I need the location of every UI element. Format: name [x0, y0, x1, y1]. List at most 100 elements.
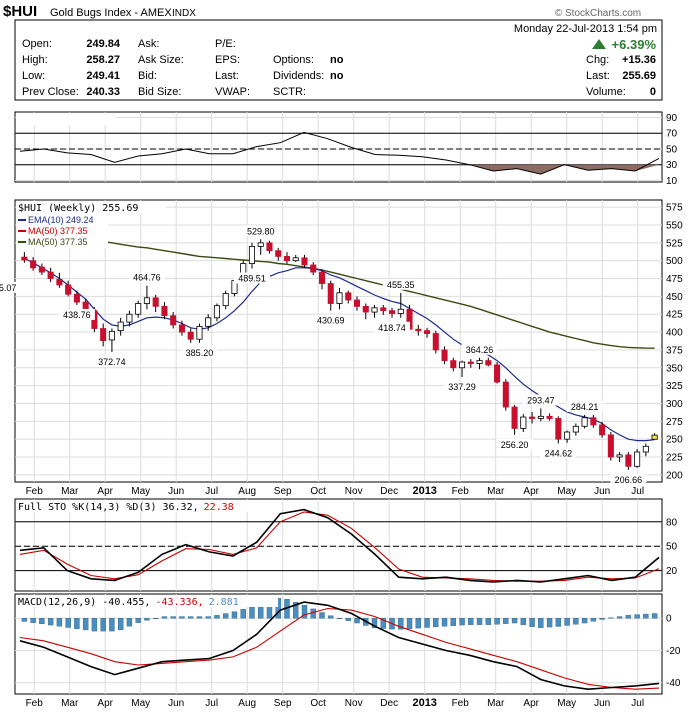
macd-histogram-bar: [345, 617, 351, 621]
price-annotation: 206.66: [615, 475, 643, 485]
x-axis-price: Feb Mar Apr May Jun Jul Aug Sep Oct Nov Dec 2013 Feb…: [26, 485, 645, 497]
candle-body: [529, 416, 536, 419]
x-tick-label: May: [131, 698, 150, 709]
quote-label: EPS:: [215, 54, 240, 66]
x-tick-label: May: [131, 486, 150, 497]
candle-body: [415, 328, 422, 332]
candle-body: [450, 360, 457, 369]
price-title: $HUI (Weekly) 255.69: [18, 203, 138, 214]
candle-body: [502, 381, 509, 408]
x-tick-label: May: [557, 698, 576, 709]
candle-body: [301, 257, 308, 266]
rsi-title-bg: [16, 113, 116, 125]
candle-body: [318, 271, 326, 284]
macd-histogram-bar: [608, 617, 614, 619]
macd-histogram-bar: [170, 616, 176, 619]
macd-histogram-bar: [30, 617, 36, 623]
price-annotation: 430.69: [317, 316, 345, 326]
macd-histogram-bar: [494, 617, 500, 625]
macd-histogram-bar: [336, 617, 343, 619]
tick-label: 250: [666, 435, 683, 446]
candle-body: [117, 321, 124, 332]
macd-histogram-bar: [503, 617, 509, 624]
up-arrow-icon: [592, 39, 606, 49]
macd-histogram-bar: [135, 617, 141, 623]
tick-label: 425: [666, 310, 683, 321]
price-annotation: 455.35: [387, 280, 415, 290]
candle-body: [467, 361, 474, 364]
annotation-bg: [461, 343, 498, 355]
candle-body: [292, 257, 299, 262]
macd-histogram-bar: [126, 617, 133, 627]
macd-histogram-bar: [214, 615, 220, 619]
quote-label: Bid:: [138, 70, 157, 82]
price-frame: [14, 199, 663, 483]
legend-entry: MA(50) 377.35: [28, 237, 88, 247]
candle-body: [572, 425, 579, 433]
candle-body: [520, 416, 527, 429]
ma50-line: [24, 227, 655, 349]
x-tick-label: Feb: [452, 486, 470, 497]
macd-histogram-bar: [590, 617, 597, 622]
x-tick-label: Feb: [26, 486, 44, 497]
candle-body: [213, 305, 220, 319]
price-annotation: 464.76: [133, 273, 161, 283]
candle-body: [485, 360, 492, 366]
candle-body: [205, 317, 212, 327]
candle-body: [345, 292, 352, 301]
datetime: Monday 22-Jul-2013 1:54 pm: [514, 23, 657, 35]
candle-body: [21, 256, 28, 261]
candle-body: [222, 293, 229, 307]
quote-label: Ask:: [138, 38, 159, 50]
annotation-bg: [233, 272, 270, 284]
tick-label: 10: [666, 176, 678, 187]
macd-histogram-bar: [398, 617, 404, 630]
candle-body: [73, 293, 80, 303]
candle-body: [432, 333, 439, 351]
macd-histogram-bar: [152, 617, 159, 619]
macd-title-bg: [16, 595, 278, 607]
candle-body: [397, 308, 404, 314]
candle-body: [459, 361, 466, 369]
legend-bg: [16, 214, 108, 248]
macd-histogram-bar: [161, 616, 168, 619]
candle-body: [388, 310, 396, 314]
quote-label: Volume:: [586, 86, 626, 98]
x-tick-label: Oct: [310, 486, 326, 497]
candle-body: [616, 454, 623, 458]
annotation-bg: [181, 346, 218, 358]
macd-title: MACD(12,26,9) -40.455, -43.336, 2.881: [18, 597, 239, 608]
candle-body: [546, 415, 553, 419]
x-tick-label: Apr: [97, 486, 113, 497]
macd-histogram-bar: [293, 602, 299, 619]
macd-histogram-bar: [555, 617, 562, 627]
price-annotation: 256.20: [501, 440, 529, 450]
macd-histogram-bar: [47, 617, 54, 626]
candle-body: [511, 406, 518, 429]
candle-body: [135, 303, 142, 315]
x-tick-label: Apr: [523, 698, 539, 709]
macd-title-signal: -43.336,: [155, 597, 203, 608]
x-tick-label: Sep: [274, 698, 292, 709]
candle-body: [152, 297, 159, 307]
price-annotation: 529.80: [247, 226, 275, 236]
x-tick-label: Mar: [61, 486, 79, 497]
x-tick-label: Nov: [345, 486, 363, 497]
candle-body: [275, 250, 282, 257]
annotation-bg: [444, 381, 481, 393]
macd-histogram-bar: [328, 615, 334, 619]
quote-label: Dividends:: [273, 70, 324, 82]
rsi-oversold-fill: [20, 164, 659, 175]
macd-histogram-bar: [100, 617, 106, 632]
candle-body: [607, 434, 614, 458]
price-annotation: 364.26: [466, 345, 494, 355]
tick-label: 90: [666, 113, 678, 124]
tick-label: 475: [666, 274, 683, 285]
macd-histogram-bar: [529, 617, 535, 627]
tick-label: 500: [666, 256, 683, 267]
x-tick-label: Jul: [205, 698, 218, 709]
rsi-line: [19, 131, 660, 175]
quote-label: Bid Size:: [138, 86, 181, 98]
x-tick-label: Mar: [487, 486, 505, 497]
candle-body: [143, 297, 150, 304]
